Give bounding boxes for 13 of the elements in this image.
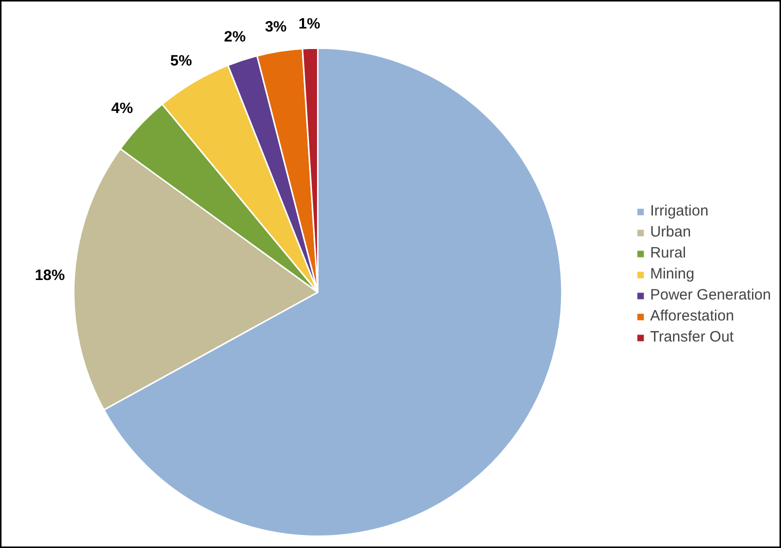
data-label: 18% [34, 266, 65, 284]
legend-label: Transfer Out [650, 328, 734, 346]
legend-label: Rural [650, 244, 686, 262]
data-label: 2% [224, 28, 246, 46]
data-label: 1% [298, 15, 320, 32]
legend-label: Urban [650, 224, 691, 240]
legend-label: Afforestation [650, 308, 734, 324]
legend-label: Mining [650, 266, 694, 282]
legend-label: Irrigation [650, 202, 708, 220]
data-label: 4% [111, 100, 133, 117]
legend-label: Power Generation [650, 286, 771, 304]
data-label: 3% [264, 18, 287, 36]
data-label: 5% [170, 52, 192, 70]
